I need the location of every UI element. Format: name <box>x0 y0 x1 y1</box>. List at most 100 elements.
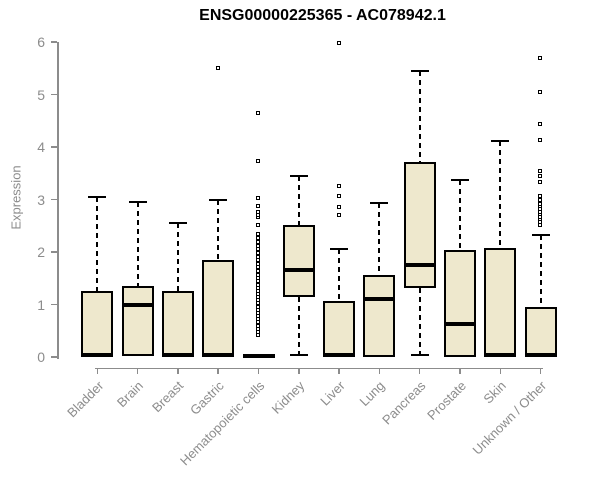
x-tick-label: Gastric <box>187 377 227 418</box>
y-tick-label: 4 <box>37 139 45 155</box>
upper-whisker-cap <box>491 139 510 142</box>
outlier-point <box>256 262 260 267</box>
outlier-point <box>336 212 341 217</box>
upper-whisker-line <box>96 196 99 292</box>
outlier-point <box>538 194 543 199</box>
upper-whisker-cap <box>410 69 429 72</box>
outlier-point <box>538 168 543 173</box>
x-axis-line <box>95 367 543 369</box>
upper-whisker-cap <box>168 222 187 225</box>
x-tick-label: Kidney <box>268 377 308 417</box>
upper-whisker-cap <box>451 178 469 181</box>
upper-whisker-line <box>297 175 300 225</box>
x-tick-label: Prostate <box>423 377 469 423</box>
median-line <box>163 352 192 357</box>
upper-whisker-cap <box>330 248 349 251</box>
upper-whisker-line <box>217 199 220 260</box>
y-tick-label: 1 <box>37 296 45 313</box>
upper-whisker-line <box>418 70 421 162</box>
upper-whisker-line <box>136 202 139 287</box>
outlier-point <box>256 243 260 248</box>
upper-whisker-line <box>378 203 381 275</box>
outlier-point <box>336 205 341 210</box>
outlier-point <box>256 236 260 241</box>
box-iqr <box>161 291 194 357</box>
lower-whisker-line <box>418 287 421 356</box>
outlier-point <box>336 183 341 188</box>
x-tick-label: Bladder <box>63 377 106 420</box>
outlier-point <box>538 121 543 126</box>
x-tick <box>177 367 179 374</box>
x-tick-label: Pancreas <box>378 377 429 427</box>
x-tick-label: Unknown / Other <box>469 377 550 458</box>
x-tick <box>418 367 421 374</box>
upper-whisker-cap <box>289 174 308 177</box>
outlier-point <box>256 222 260 227</box>
x-tick <box>499 367 502 374</box>
x-tick-label: Breast <box>149 377 187 415</box>
x-tick-label: Liver <box>317 377 348 409</box>
y-tick <box>51 303 57 306</box>
outlier-point <box>256 111 260 116</box>
lower-whisker-line <box>297 296 300 355</box>
median-line <box>204 352 233 357</box>
x-tick <box>338 367 340 374</box>
box-iqr <box>484 248 517 357</box>
outlier-point <box>256 258 260 263</box>
upper-whisker-line <box>539 235 542 308</box>
outlier-point <box>256 209 260 214</box>
outlier-point <box>256 232 260 237</box>
outlier-point <box>256 240 260 245</box>
box-iqr <box>323 301 356 357</box>
outlier-point <box>538 180 543 185</box>
y-tick <box>51 146 57 148</box>
box-iqr <box>81 291 114 357</box>
upper-whisker-cap <box>128 201 147 204</box>
outlier-point <box>538 89 543 94</box>
outlier-point <box>256 254 260 259</box>
x-tick <box>298 367 300 374</box>
median-line <box>83 352 112 357</box>
outlier-point <box>256 273 260 278</box>
x-tick <box>136 367 139 374</box>
y-tick <box>51 93 57 96</box>
median-line <box>405 262 434 267</box>
x-tick <box>539 367 542 374</box>
upper-whisker-cap <box>370 202 389 205</box>
y-axis-line <box>57 42 59 359</box>
box-iqr <box>121 286 154 356</box>
lower-whisker-cap <box>410 354 429 357</box>
median-line <box>284 268 313 273</box>
median-line <box>526 352 555 357</box>
x-tick <box>217 367 219 374</box>
y-tick-label: 5 <box>37 86 45 103</box>
x-tick <box>378 367 381 374</box>
median-line <box>244 353 273 358</box>
y-tick-label: 2 <box>37 244 45 260</box>
outlier-point <box>256 269 260 274</box>
outlier-point <box>256 204 260 209</box>
median-line <box>365 297 394 302</box>
y-tick <box>51 251 57 253</box>
outlier-point <box>256 251 260 256</box>
median-line <box>123 302 152 307</box>
box-iqr <box>282 224 315 297</box>
lower-whisker-cap <box>289 353 308 356</box>
x-tick <box>459 367 461 374</box>
x-tick-label: Skin <box>480 377 509 406</box>
outlier-point <box>538 173 543 178</box>
upper-whisker-line <box>499 140 502 249</box>
outlier-point <box>256 158 260 163</box>
y-tick <box>51 41 57 43</box>
x-tick <box>257 367 260 374</box>
x-tick-label: Lung <box>356 377 389 409</box>
median-line <box>486 352 515 357</box>
outlier-point <box>538 137 543 142</box>
y-tick-label: 6 <box>37 34 45 50</box>
outlier-point <box>256 247 260 252</box>
y-tick-label: 3 <box>37 191 45 208</box>
y-tick-label: 0 <box>37 349 45 365</box>
upper-whisker-line <box>176 223 179 292</box>
y-tick <box>51 356 57 358</box>
